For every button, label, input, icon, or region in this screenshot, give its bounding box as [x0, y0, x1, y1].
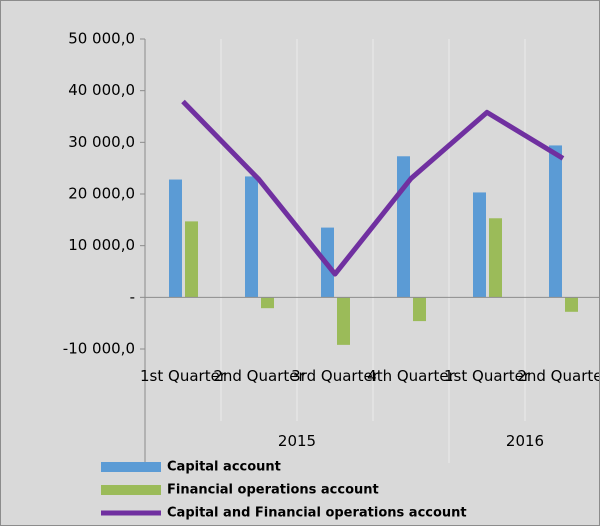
x-tick-label: 3rd Quarter	[291, 367, 379, 385]
bar	[185, 221, 198, 298]
bar	[261, 297, 274, 309]
y-tick-label: 50 000,0	[68, 30, 135, 48]
x-tick-label: 4th Quarter	[367, 367, 455, 385]
x-tick-label: 1st Quarter	[444, 367, 530, 385]
bar	[413, 297, 426, 322]
group-label: 2015	[277, 432, 317, 450]
y-tick-label: 10 000,0	[68, 236, 135, 254]
legend-swatch	[101, 462, 161, 472]
legend-label: Capital account	[167, 460, 281, 475]
group-label: 2016	[505, 432, 545, 450]
legend-label: Capital and Financial operations account	[167, 506, 467, 521]
bar	[565, 297, 578, 312]
y-tick-label: 30 000,0	[68, 133, 135, 151]
bar	[549, 145, 562, 298]
bar	[489, 218, 502, 298]
y-tick-label: 20 000,0	[68, 185, 135, 203]
legend-label: Financial operations account	[167, 483, 379, 498]
bar	[473, 192, 486, 298]
y-tick-label: -10 000,0	[63, 340, 135, 358]
x-tick-label: 1st Quarter	[140, 367, 226, 385]
x-tick-label: 2nd Quarter	[213, 367, 305, 385]
bar	[245, 176, 258, 298]
y-tick-label: 40 000,0	[68, 81, 135, 99]
legend-swatch	[101, 485, 161, 495]
line-series	[181, 99, 565, 277]
bar	[397, 156, 410, 298]
bar	[337, 297, 350, 345]
bar	[169, 179, 182, 298]
y-tick-label: -	[130, 288, 135, 306]
x-tick-label: 2nd Quarter	[517, 367, 600, 385]
